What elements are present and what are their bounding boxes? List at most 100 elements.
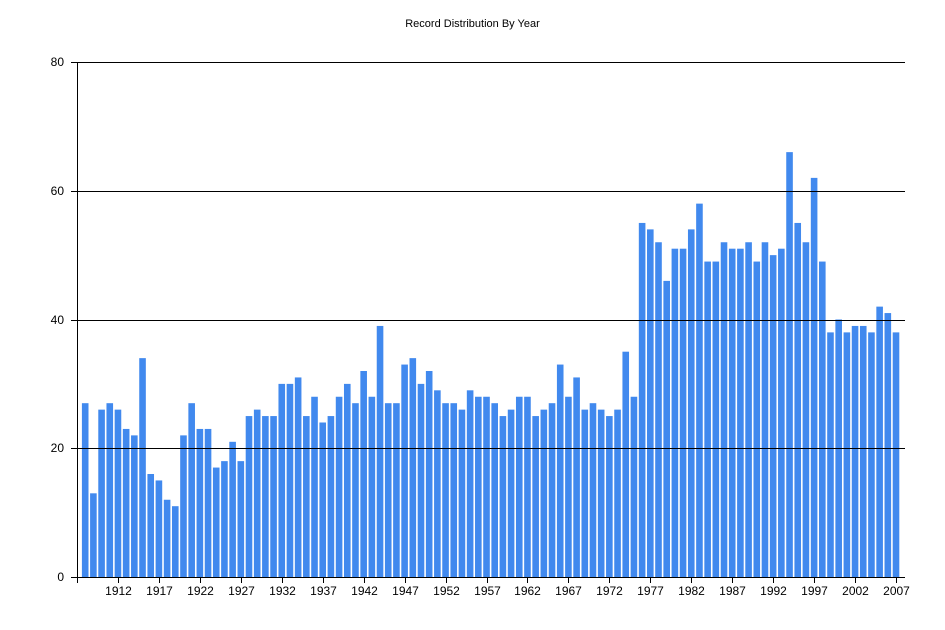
bar-1934 xyxy=(294,377,302,577)
bar-1936 xyxy=(311,396,318,577)
bar-1943 xyxy=(368,396,376,577)
bar-1921 xyxy=(188,403,195,577)
x-tick-label: 1922 xyxy=(187,584,214,598)
bar-1956 xyxy=(475,396,482,577)
bar-1927 xyxy=(237,461,245,578)
bar-1982 xyxy=(687,229,695,578)
bar-1949 xyxy=(417,383,425,578)
bar-1973 xyxy=(614,409,621,578)
bar-1957 xyxy=(483,396,490,577)
bar-1963 xyxy=(532,416,539,577)
bar-1953 xyxy=(450,403,458,577)
bar-1981 xyxy=(679,248,687,577)
bar-1908 xyxy=(81,403,89,577)
x-tick-label: 1932 xyxy=(269,584,296,598)
bar-1996 xyxy=(802,242,810,577)
x-tick-label: 1927 xyxy=(228,584,255,598)
bar-2003 xyxy=(859,325,867,577)
bar-1938 xyxy=(327,416,335,577)
bar-1925 xyxy=(221,461,228,578)
bar-1988 xyxy=(737,248,744,577)
x-tick-label: 1912 xyxy=(105,584,132,598)
bar-1977 xyxy=(647,229,654,578)
bar-1944 xyxy=(376,325,384,577)
bar-1931 xyxy=(270,416,277,577)
bar-1926 xyxy=(229,441,236,577)
bar-1951 xyxy=(434,390,441,577)
bar-1972 xyxy=(606,416,613,577)
bar-1997 xyxy=(810,177,818,578)
bar-1975 xyxy=(630,396,638,577)
bar-1950 xyxy=(425,371,433,577)
bar-1922 xyxy=(196,428,204,577)
bar-1984 xyxy=(704,261,711,577)
y-tick-label: 0 xyxy=(57,569,64,584)
x-tick-label: 1977 xyxy=(637,584,664,598)
x-tick-label: 1992 xyxy=(760,584,787,598)
bar-1992 xyxy=(769,255,777,578)
bar-2004 xyxy=(868,332,875,578)
bar-1952 xyxy=(442,403,449,577)
bar-2001 xyxy=(843,332,851,578)
x-tick-label: 1972 xyxy=(596,584,623,598)
bar-1969 xyxy=(581,409,589,578)
bar-1993 xyxy=(778,248,785,577)
x-tick-label: 1942 xyxy=(351,584,378,598)
y-tick-label: 60 xyxy=(50,183,64,198)
bar-2002 xyxy=(851,325,859,577)
bar-1942 xyxy=(360,371,367,577)
bar-1909 xyxy=(90,493,97,577)
bar-2007 xyxy=(892,332,900,578)
x-tick-label: 1952 xyxy=(433,584,460,598)
bar-1914 xyxy=(131,435,138,578)
bar-1994 xyxy=(786,152,793,578)
bar-1983 xyxy=(696,203,703,578)
bar-1915 xyxy=(139,358,146,578)
bar-1920 xyxy=(180,435,187,578)
bar-1917 xyxy=(155,480,163,577)
bar-1940 xyxy=(343,383,351,578)
bar-1937 xyxy=(319,422,327,577)
bar-1989 xyxy=(745,242,752,577)
bar-1965 xyxy=(548,403,556,577)
bar-1970 xyxy=(589,403,597,577)
bar-1958 xyxy=(491,403,498,577)
bar-1961 xyxy=(515,396,523,577)
bar-1959 xyxy=(499,416,507,577)
bar-1998 xyxy=(819,261,826,577)
bar-1933 xyxy=(286,383,294,578)
x-tick-label: 1982 xyxy=(678,584,705,598)
bar-1991 xyxy=(761,242,769,577)
bar-1971 xyxy=(597,409,605,578)
bar-1948 xyxy=(409,358,417,578)
bar-1979 xyxy=(663,280,670,578)
bar-1929 xyxy=(253,409,261,578)
bar-1945 xyxy=(384,403,392,577)
bar-1976 xyxy=(638,222,646,577)
bar-1935 xyxy=(303,416,310,577)
x-tick-label: 1947 xyxy=(392,584,419,598)
bar-1987 xyxy=(728,248,736,577)
bar-1923 xyxy=(204,428,212,577)
bar-2005 xyxy=(876,306,883,578)
x-tick-label: 1967 xyxy=(555,584,582,598)
x-tick-label: 2002 xyxy=(842,584,869,598)
bar-1974 xyxy=(622,351,630,577)
y-tick-label: 80 xyxy=(50,54,64,69)
bar-1955 xyxy=(466,390,474,577)
bar-1912 xyxy=(114,409,122,578)
x-tick-label: 1997 xyxy=(801,584,828,598)
bar-1911 xyxy=(106,403,114,577)
bar-1932 xyxy=(278,383,286,578)
bar-1947 xyxy=(401,364,408,577)
bar-1985 xyxy=(712,261,720,577)
bar-1916 xyxy=(147,474,155,577)
bar-1946 xyxy=(393,403,400,577)
x-tick-label: 1917 xyxy=(146,584,173,598)
x-tick-label: 2007 xyxy=(883,584,910,598)
bar-1968 xyxy=(573,377,580,577)
bar-1986 xyxy=(720,242,728,577)
chart-title: Record Distribution By Year xyxy=(405,18,540,30)
bar-1939 xyxy=(335,396,343,577)
